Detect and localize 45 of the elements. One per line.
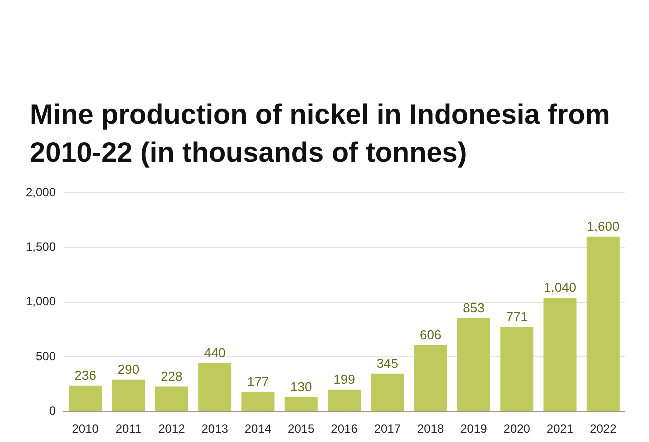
y-tick-label: 500 (36, 349, 56, 364)
bar (371, 374, 404, 412)
data-label: 236 (74, 368, 96, 383)
data-label: 606 (420, 328, 442, 343)
data-label: 853 (463, 300, 485, 316)
x-tick-label: 2015 (288, 422, 316, 436)
bar (586, 236, 620, 412)
x-tick-label: 2016 (331, 422, 358, 436)
data-label: 345 (376, 356, 399, 372)
bar (198, 364, 232, 412)
x-tick-label: 2021 (546, 422, 574, 436)
x-tick-label: 2018 (417, 422, 444, 436)
bar (544, 298, 577, 412)
bar (155, 386, 188, 412)
data-label: 199 (334, 372, 356, 387)
bar (500, 327, 534, 412)
x-tick-label: 2010 (72, 422, 100, 436)
x-tick-label: 2019 (460, 422, 488, 436)
y-tick-label: 1,000 (26, 294, 56, 309)
bar (414, 345, 448, 412)
x-tick-label: 2017 (374, 422, 402, 436)
x-tick-label: 2011 (116, 422, 142, 436)
bar (112, 380, 146, 412)
data-label: 130 (290, 379, 312, 394)
y-tick-label: 1,500 (26, 240, 56, 254)
data-label: 228 (161, 368, 183, 384)
data-label: 1,040 (544, 280, 577, 296)
x-tick-label: 2022 (590, 422, 618, 436)
bar (328, 390, 362, 412)
bar (69, 386, 102, 412)
data-label: 290 (118, 362, 140, 378)
y-tick-label: 2,000 (26, 186, 56, 200)
x-tick-label: 2014 (244, 422, 272, 436)
bar (284, 397, 318, 412)
data-label: 771 (506, 309, 528, 324)
x-tick-label: 2012 (158, 422, 186, 436)
bar (242, 392, 275, 412)
y-tick-label: 0 (49, 404, 56, 418)
data-label: 1,600 (587, 218, 620, 234)
data-label: 177 (247, 374, 270, 390)
data-label: 440 (204, 346, 226, 361)
x-tick-label: 2020 (504, 422, 531, 436)
bar (457, 318, 490, 412)
chart-title: Mine production of nickel in Indonesia from 2010-22 (in thousands of tonnes) (30, 98, 612, 170)
x-tick-label: 2013 (202, 422, 229, 436)
